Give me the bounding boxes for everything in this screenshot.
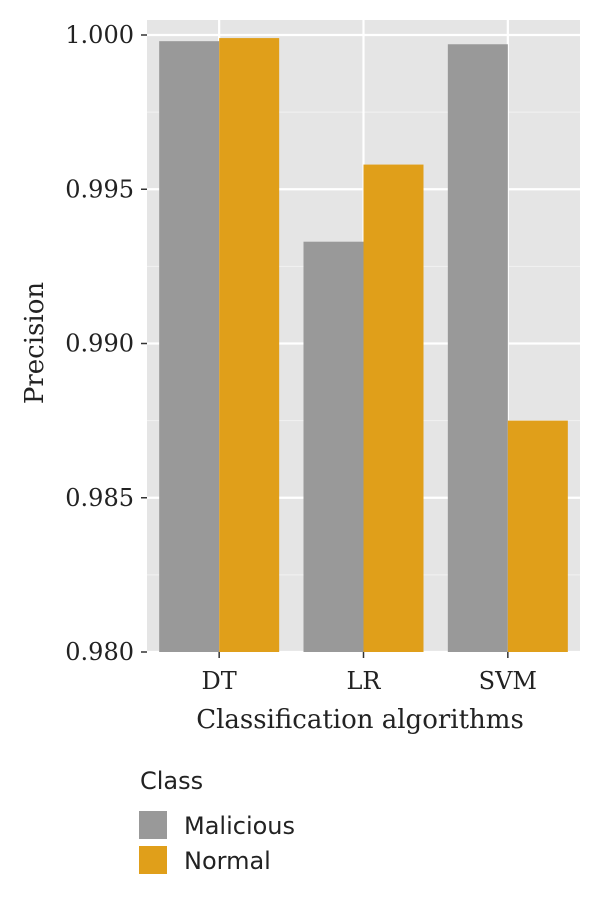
y-tick-label: 0.980 [65, 638, 134, 666]
legend-title: Class [140, 767, 203, 795]
y-tick-label: 0.990 [65, 330, 134, 358]
legend-key-normal [139, 846, 167, 874]
x-axis: DT LR SVM [202, 652, 537, 695]
legend: Class Malicious Normal [139, 767, 295, 875]
x-tick-label: DT [202, 667, 237, 695]
bar-normal-dt [219, 38, 280, 652]
x-axis-title: Classification algorithms [196, 705, 524, 735]
y-tick-label: 0.985 [65, 484, 134, 512]
bar-malicious-svm [447, 44, 508, 652]
y-tick-label: 0.995 [65, 175, 134, 203]
bar-malicious-lr [303, 241, 364, 652]
x-tick-label: LR [346, 667, 381, 695]
bar-normal-lr [363, 164, 424, 652]
legend-key-malicious [139, 811, 167, 839]
legend-label-malicious: Malicious [184, 812, 295, 840]
x-tick-label: SVM [479, 667, 537, 695]
y-axis: 0.980 0.985 0.990 0.995 1.000 [65, 21, 147, 666]
legend-label-normal: Normal [184, 847, 271, 875]
y-axis-title: Precision [20, 282, 50, 404]
bar-malicious-dt [159, 41, 220, 653]
bar-normal-svm [507, 420, 568, 652]
y-tick-label: 1.000 [65, 21, 134, 49]
bars [159, 38, 568, 653]
